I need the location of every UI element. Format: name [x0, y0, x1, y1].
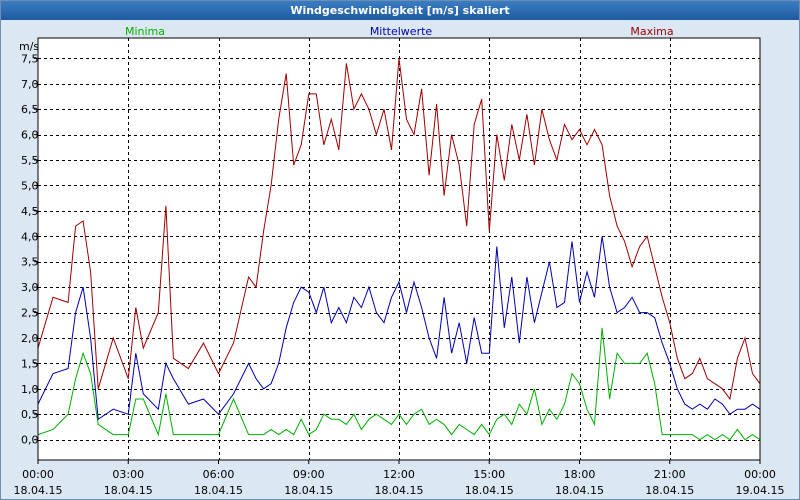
y-axis-unit-label: m/s	[19, 40, 39, 53]
y-tick-label: 1,5	[21, 357, 39, 370]
x-tick-date-label: 19.04.15	[736, 484, 785, 497]
x-tick-time-label: 18:00	[564, 468, 596, 481]
y-tick-label: 4,5	[21, 205, 39, 218]
x-tick-date-label: 18.04.15	[104, 484, 153, 497]
y-tick-label: 5,0	[21, 179, 39, 192]
x-tick-date-label: 18.04.15	[375, 484, 424, 497]
y-tick-label: 0,5	[21, 408, 39, 421]
x-tick-time-label: 06:00	[203, 468, 235, 481]
legend-maxima: Maxima	[630, 25, 673, 38]
x-tick-time-label: 00:00	[744, 468, 776, 481]
x-tick-time-label: 12:00	[383, 468, 415, 481]
series-line-maxima	[37, 58, 761, 401]
x-axis: 00:00 18.04.15 03:00 18.04.15 06:00 18.04.15 0…	[14, 460, 785, 497]
legend-mittelwerte: Mittelwerte	[370, 25, 433, 38]
x-tick-time-label: 00:00	[22, 468, 54, 481]
series-layer	[37, 58, 761, 441]
y-tick-label: 3,5	[21, 256, 39, 269]
series-line-minima	[37, 327, 761, 441]
x-tick-date-label: 18.04.15	[645, 484, 694, 497]
x-tick-date-label: 18.04.15	[194, 484, 243, 497]
y-tick-label: 3,0	[21, 281, 39, 294]
x-tick-time-label: 15:00	[473, 468, 505, 481]
x-tick-date-label: 18.04.15	[555, 484, 604, 497]
window-title: Windgeschwindigkeit [m/s] skaliert	[1, 1, 799, 20]
grid	[38, 38, 760, 460]
y-tick-label: 6,0	[21, 129, 39, 142]
y-tick-label: 2,5	[21, 307, 39, 320]
x-tick-date-label: 18.04.15	[14, 484, 63, 497]
y-tick-label: 0,0	[21, 434, 39, 447]
y-tick-label: 4,0	[21, 230, 39, 243]
legend-minima: Minima	[125, 25, 165, 38]
x-tick-time-label: 09:00	[293, 468, 325, 481]
y-axis: 0,0 0,5 1,0 1,5 2,0 2,5 3,0 3,5 4,0 4,5 5,0 5,5 6,0 6…	[21, 52, 39, 446]
series-line-mittelwerte	[37, 236, 761, 421]
x-tick-date-label: 18.04.15	[284, 484, 333, 497]
y-tick-label: 6,5	[21, 103, 39, 116]
y-tick-label: 2,0	[21, 332, 39, 345]
x-tick-time-label: 03:00	[112, 468, 144, 481]
y-tick-label: 5,5	[21, 154, 39, 167]
y-tick-label: 7,0	[21, 78, 39, 91]
y-tick-label: 7,5	[21, 52, 39, 65]
y-tick-label: 1,0	[21, 383, 39, 396]
x-tick-time-label: 21:00	[654, 468, 686, 481]
x-tick-date-label: 18.04.15	[465, 484, 514, 497]
